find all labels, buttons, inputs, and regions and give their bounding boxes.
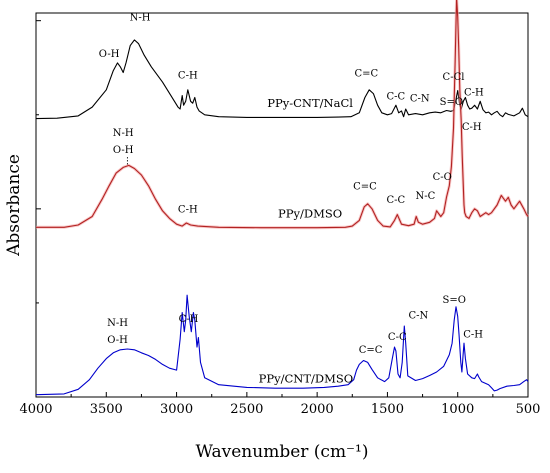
peak-annotation: S=O	[442, 295, 465, 306]
peak-annotation: C-H	[179, 314, 199, 325]
series-label: PPy/DMSO	[278, 206, 342, 220]
peak-annotation: C-C	[387, 195, 406, 206]
peak-annotation: C-C	[388, 332, 407, 343]
series-label: PPy-CNT/NaCl	[267, 96, 353, 110]
peak-annotation: C-Cl	[443, 72, 465, 83]
x-tick-label: 4000	[19, 402, 52, 417]
peak-annotation: N-H	[107, 318, 128, 329]
peak-annotation: O-H	[107, 335, 128, 346]
peak-annotation: C-H	[178, 70, 198, 81]
peak-annotation: C=C	[359, 345, 383, 356]
x-tick-label: 3500	[90, 402, 123, 417]
peak-annotation: O-H	[99, 49, 120, 60]
x-tick-label: 2500	[230, 402, 263, 417]
peak-annotation: S=O	[440, 97, 463, 108]
peak-annotation: C-H	[464, 88, 484, 99]
series-label: PPy/CNT/DMSO	[259, 371, 354, 385]
y-axis-label: Absorbance	[4, 154, 24, 257]
spectra	[35, 0, 530, 396]
series-labels: PPy-CNT/NaCl PPy/DMSO PPy/CNT/DMSO	[259, 96, 354, 385]
peak-annotation: C-H	[462, 122, 482, 133]
x-tick-label: 1000	[441, 402, 474, 417]
peak-annotation: C-O	[433, 172, 452, 183]
x-tick-label: 500	[516, 402, 541, 417]
peak-annotation: C=C	[354, 68, 378, 79]
peak-annotation: C-H	[463, 329, 483, 340]
x-axis-label: Wavenumber (cm⁻¹)	[196, 442, 369, 462]
peak-annotation: C-C	[387, 91, 406, 102]
peak-annotation: C-N	[410, 93, 430, 104]
peak-annotation: N-H	[130, 13, 151, 24]
x-axis-ticks: 4000 3500 3000 2500 2000 1500 1000 500	[19, 392, 540, 417]
peak-annotations: O-HN-HC-H C=CC-C C-NC-ClC-HN-HO-HC-HC=CC-C…	[99, 13, 484, 356]
series-line	[35, 294, 529, 396]
peak-annotation: C-N	[408, 310, 428, 321]
series-line	[36, 0, 529, 229]
series-line	[35, 39, 529, 120]
x-tick-label: 3000	[160, 402, 193, 417]
y-axis-ticks	[36, 20, 41, 398]
peak-annotation: C-H	[178, 205, 198, 216]
x-tick-label: 1500	[371, 402, 404, 417]
x-tick-label: 2000	[301, 402, 334, 417]
peak-annotation: N-H	[113, 128, 134, 139]
peak-annotation: O-H	[113, 145, 134, 156]
peak-annotation: N-C	[415, 191, 435, 202]
peak-annotation: C=C	[353, 182, 377, 193]
